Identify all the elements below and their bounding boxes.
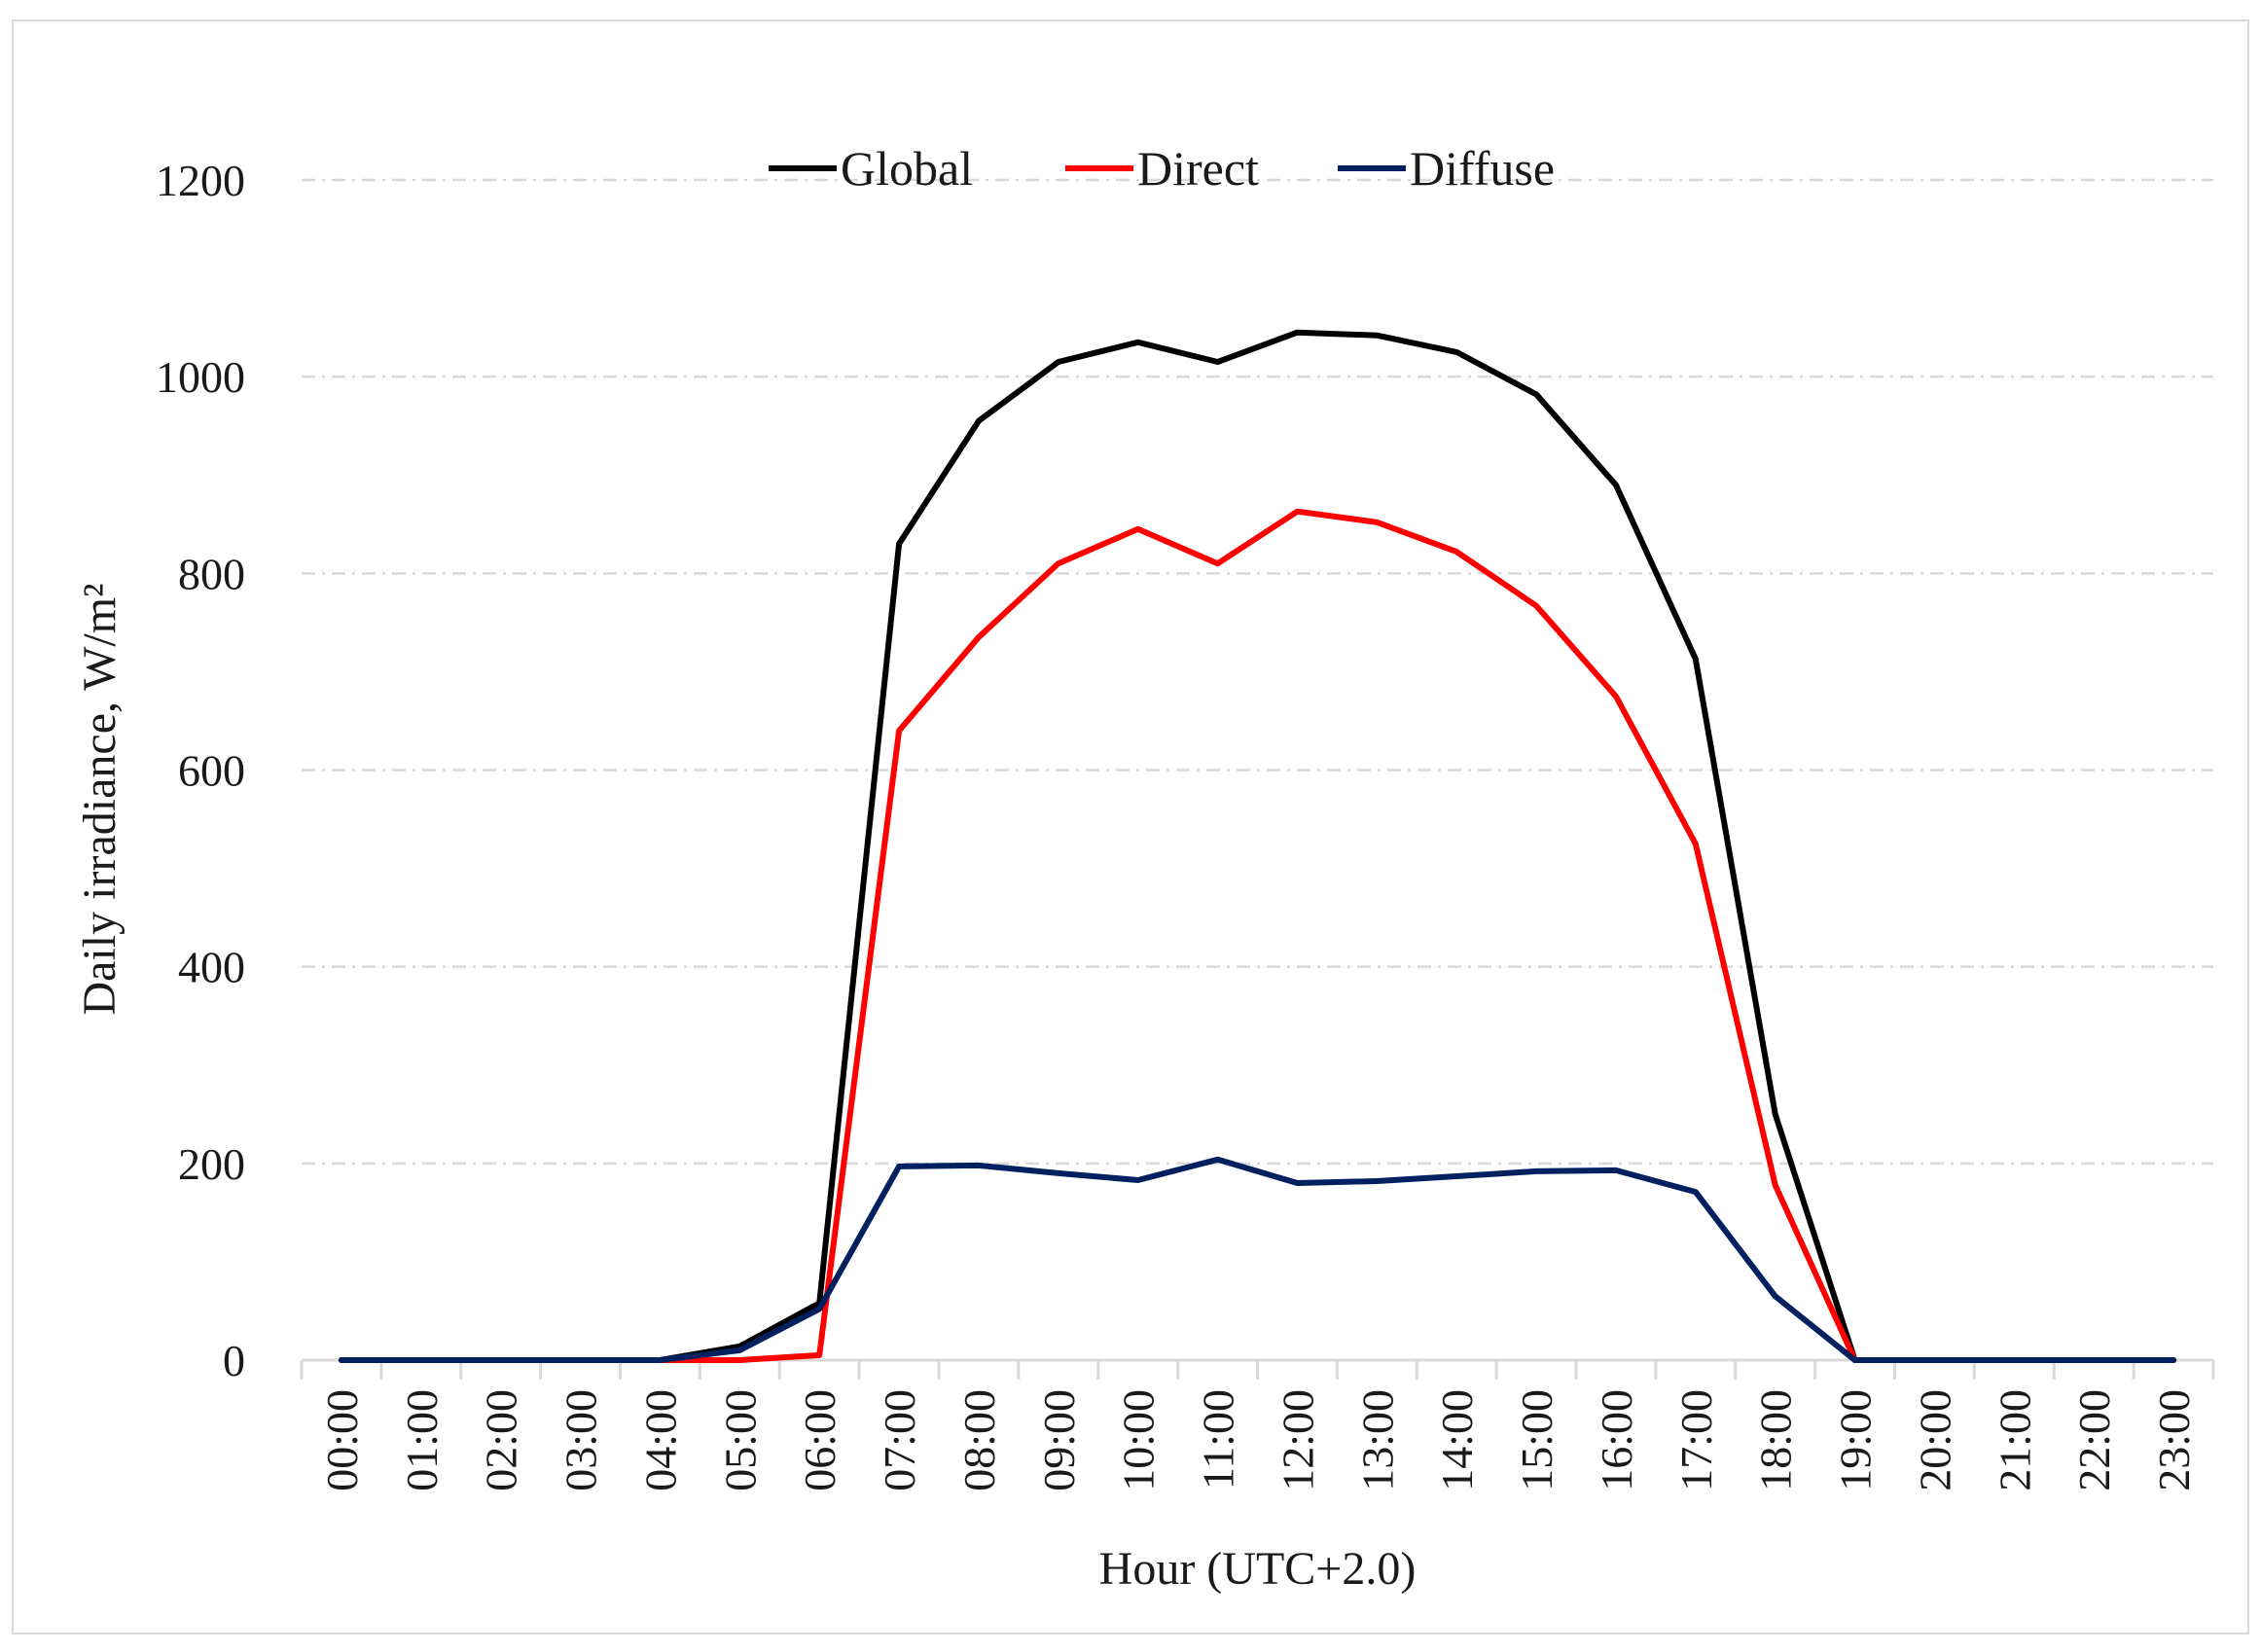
y-tick-label: 0 bbox=[223, 1336, 245, 1385]
series-line-diffuse bbox=[338, 1156, 2177, 1363]
y-tick-label: 600 bbox=[178, 746, 245, 796]
series-line-direct bbox=[338, 508, 2177, 1363]
x-tick-label: 00:00 bbox=[317, 1389, 367, 1491]
x-tick-label: 12:00 bbox=[1273, 1389, 1322, 1491]
x-tick-label: 10:00 bbox=[1114, 1389, 1164, 1491]
legend-item-diffuse: Diffuse bbox=[1338, 141, 1555, 196]
x-tick-label: 20:00 bbox=[1910, 1389, 1959, 1491]
chart-frame bbox=[12, 19, 2249, 1634]
series-line-global bbox=[338, 329, 2177, 1363]
y-tick-label: 200 bbox=[178, 1139, 245, 1189]
y-tick-label: 1000 bbox=[156, 352, 245, 402]
x-tick-label: 22:00 bbox=[2069, 1389, 2119, 1491]
x-tick-label: 05:00 bbox=[715, 1389, 765, 1491]
y-tick-label: 1200 bbox=[156, 156, 245, 205]
x-tick-label: 17:00 bbox=[1671, 1389, 1721, 1491]
legend-item-direct: Direct bbox=[1065, 141, 1259, 196]
gridlines bbox=[302, 178, 2213, 1166]
series-lines bbox=[338, 329, 2177, 1363]
x-tick-label: 04:00 bbox=[635, 1389, 685, 1491]
x-tick-label: 15:00 bbox=[1512, 1389, 1561, 1491]
x-tick-label: 06:00 bbox=[795, 1389, 844, 1491]
y-axis-ticks: 0 200 400 600 800 1000 1200 bbox=[156, 156, 245, 1385]
x-tick-label: 07:00 bbox=[875, 1389, 924, 1491]
x-tick-label: 14:00 bbox=[1432, 1389, 1482, 1491]
legend: Global Direct Diffuse bbox=[769, 141, 1555, 196]
x-tick-label: 03:00 bbox=[556, 1389, 606, 1491]
x-tick-label: 23:00 bbox=[2149, 1389, 2199, 1491]
x-tick-label: 11:00 bbox=[1194, 1389, 1243, 1490]
x-tick-label: 19:00 bbox=[1831, 1389, 1881, 1491]
x-tick-label: 21:00 bbox=[1990, 1389, 2039, 1491]
x-tick-label: 13:00 bbox=[1352, 1389, 1402, 1491]
x-tick-label: 18:00 bbox=[1751, 1389, 1801, 1491]
x-tick-label: 09:00 bbox=[1034, 1389, 1084, 1491]
legend-label: Direct bbox=[1137, 141, 1259, 196]
y-tick-label: 800 bbox=[178, 549, 245, 598]
x-axis-ticks: 00:00 01:00 02:00 03:00 04:00 05:00 06:00 07:00… bbox=[300, 1360, 2215, 1491]
legend-item-global: Global bbox=[769, 141, 973, 196]
x-tick-label: 02:00 bbox=[477, 1389, 526, 1491]
x-axis-title: Hour (UTC+2.0) bbox=[1099, 1543, 1417, 1595]
y-tick-label: 400 bbox=[178, 943, 245, 992]
x-tick-label: 08:00 bbox=[954, 1389, 1004, 1491]
x-tick-label: 01:00 bbox=[397, 1389, 447, 1491]
legend-label: Global bbox=[841, 141, 973, 196]
x-tick-label: 16:00 bbox=[1592, 1389, 1641, 1491]
y-axis-title: Daily irradiance, W/m² bbox=[74, 584, 126, 1016]
legend-label: Diffuse bbox=[1410, 141, 1555, 196]
